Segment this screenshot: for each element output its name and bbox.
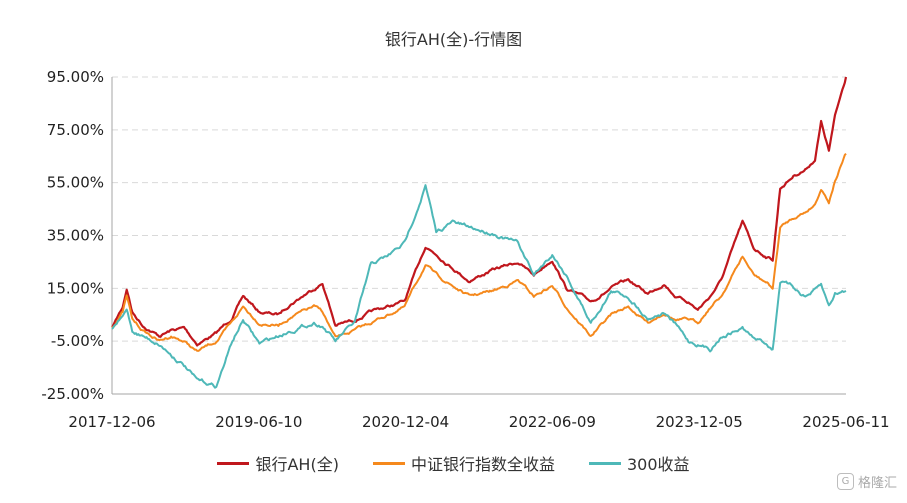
watermark: G 格隆汇 (836, 472, 897, 491)
x-tick-label: 2019-06-10 (215, 413, 302, 431)
legend-label-csi300: 300收益 (626, 455, 690, 474)
legend-item-csi-bank[interactable]: 中证银行指数全收益 (372, 451, 555, 475)
x-tick-label: 2023-12-05 (656, 413, 743, 431)
y-tick-label: 15.00% (47, 279, 104, 297)
legend-swatch-bank-ah (217, 461, 250, 465)
chart-legend: 银行AH(全) 中证银行指数全收益 300收益 (0, 451, 907, 475)
x-tick-label: 2020-12-04 (362, 413, 449, 431)
watermark-text: 格隆汇 (857, 476, 897, 491)
legend-swatch-csi-bank (372, 461, 405, 465)
legend-label-bank-ah: 银行AH(全) (255, 455, 339, 474)
series-line-1 (111, 76, 848, 347)
x-tick-label: 2025-06-11 (802, 413, 889, 431)
series-line-2 (111, 152, 847, 352)
y-tick-label: 75.00% (47, 121, 104, 139)
legend-item-csi300[interactable]: 300收益 (588, 451, 690, 475)
y-tick-label: 35.00% (47, 227, 104, 245)
y-tick-label: -25.00% (41, 385, 104, 403)
y-tick-label: -5.00% (51, 332, 104, 350)
legend-label-csi-bank: 中证银行指数全收益 (410, 455, 555, 474)
chart-title: 银行AH(全)-行情图 (384, 30, 523, 49)
series-line-3 (111, 184, 847, 389)
y-tick-label: 55.00% (47, 174, 104, 192)
legend-swatch-csi300 (588, 461, 621, 465)
legend-item-bank-ah[interactable]: 银行AH(全) (217, 451, 339, 475)
logo-badge-icon: G (836, 473, 854, 490)
y-tick-label: 95.00% (47, 68, 104, 86)
x-tick-label: 2017-12-06 (68, 413, 155, 431)
x-tick-label: 2022-06-09 (509, 413, 596, 431)
